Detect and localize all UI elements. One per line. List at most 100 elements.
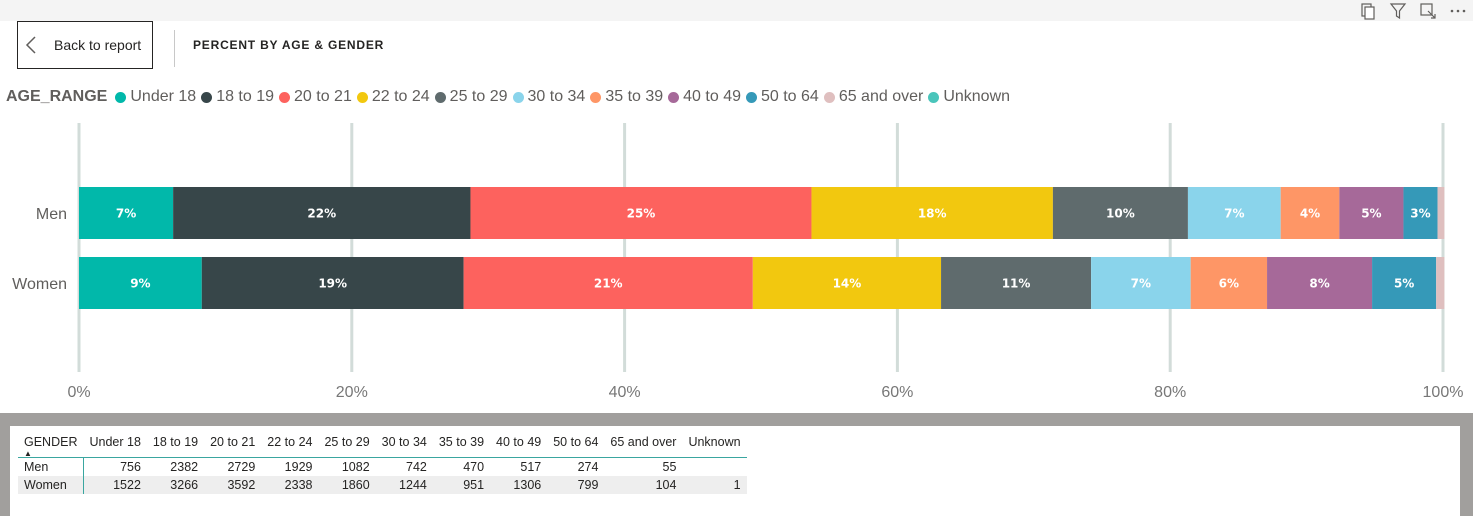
legend-item[interactable]: 18 to 19	[201, 88, 274, 106]
header-divider	[174, 30, 175, 67]
filter-icon[interactable]	[1389, 2, 1407, 20]
sort-ascending-icon[interactable]: ▲	[24, 449, 32, 458]
column-header[interactable]: 20 to 21	[210, 435, 256, 449]
bar-segment[interactable]	[941, 257, 1092, 309]
table-header-row: GENDER ▲ Under 18 18 to 19 20 to 21 22 to 24 2…	[18, 433, 747, 458]
legend-item[interactable]: 30 to 34	[512, 88, 585, 106]
data-label: 9%	[130, 277, 150, 291]
bar-segment[interactable]	[1187, 187, 1281, 239]
bar-segment[interactable]	[1372, 257, 1437, 309]
table-cell: 470	[463, 460, 485, 474]
row-header: Men	[18, 457, 84, 476]
bar-segment[interactable]	[811, 187, 1053, 239]
table-row[interactable]: Women 1522 3266 3592 2338 1860 1244 951 1306 799 1…	[18, 476, 747, 494]
legend-label: Unknown	[943, 88, 1011, 105]
data-label: 4%	[1300, 207, 1320, 221]
bar-segment[interactable]	[470, 187, 812, 239]
data-table: GENDER ▲ Under 18 18 to 19 20 to 21 22 to 24 2…	[18, 433, 747, 494]
legend-item[interactable]: 65 and over	[823, 88, 923, 106]
chevron-left-icon	[24, 35, 38, 55]
table-cell: 1306	[513, 478, 542, 492]
chart-svg: 0% 20% 40% 60% 80% 100% Men 7% 22% 25% 18% 10% 7% 4% 5…	[12, 123, 1464, 401]
column-header[interactable]: 30 to 34	[381, 435, 427, 449]
column-header[interactable]: Under 18	[89, 435, 141, 449]
legend-title: AGE_RANGE	[6, 88, 108, 105]
legend-swatch	[745, 91, 757, 103]
table-body: Men 756 2382 2729 1929 1082 742 470 517 274 55 Wome…	[18, 457, 747, 494]
legend-item[interactable]: 50 to 64	[745, 88, 819, 106]
row-header: Women	[18, 476, 84, 494]
bar-segment[interactable]	[1190, 257, 1268, 309]
x-tick-label: 60%	[881, 384, 913, 401]
legend-label: 25 to 29	[449, 88, 508, 105]
legend-swatch	[928, 91, 940, 103]
more-options-icon[interactable]	[1449, 2, 1467, 20]
legend-item[interactable]: 20 to 21	[279, 88, 352, 106]
column-header-gender[interactable]: GENDER ▲	[18, 433, 83, 458]
column-header[interactable]: 65 and over	[610, 435, 677, 449]
column-header[interactable]: 22 to 24	[267, 435, 313, 449]
bar-segment[interactable]	[173, 187, 471, 239]
column-header[interactable]: 50 to 64	[553, 435, 599, 449]
table-cell: 2338	[284, 478, 313, 492]
bar-segment[interactable]	[463, 257, 753, 309]
legend-item[interactable]: 40 to 49	[668, 88, 741, 106]
legend-item[interactable]: 25 to 29	[434, 88, 508, 106]
legend-swatch	[201, 91, 213, 103]
focus-mode-icon[interactable]	[1419, 2, 1437, 20]
legend-item[interactable]: Unknown	[928, 88, 1010, 106]
data-label: 7%	[1224, 207, 1244, 221]
x-tick-label: 80%	[1154, 384, 1186, 401]
legend-item[interactable]: 22 to 24	[356, 88, 430, 106]
legend-swatch	[356, 91, 368, 103]
stacked-bar-chart: 0% 20% 40% 60% 80% 100% Men 7% 22% 25% 18% 10% 7% 4% 5…	[0, 118, 1473, 410]
x-tick-label: 20%	[336, 384, 368, 401]
legend-label: 40 to 49	[683, 88, 741, 105]
table-cell: 55	[662, 460, 677, 474]
bar-segment[interactable]	[79, 257, 202, 309]
bar-segment[interactable]	[1280, 187, 1340, 239]
bar-segment[interactable]	[752, 257, 942, 309]
column-header[interactable]: Unknown	[688, 435, 741, 449]
bar-segment[interactable]	[1403, 187, 1438, 239]
x-tick-label: 100%	[1423, 384, 1464, 401]
column-header[interactable]: 40 to 49	[496, 435, 542, 449]
bar-segment[interactable]	[1339, 187, 1404, 239]
bar-segment[interactable]	[79, 187, 174, 239]
data-label: 11%	[1002, 277, 1031, 291]
legend-item[interactable]: 35 to 39	[590, 88, 663, 106]
copy-icon[interactable]	[1359, 2, 1377, 20]
x-tick-label: 40%	[609, 384, 641, 401]
table-cell: 3592	[227, 478, 256, 492]
column-header[interactable]: 35 to 39	[438, 435, 485, 449]
data-label: 5%	[1361, 207, 1381, 221]
data-label: 22%	[307, 207, 336, 221]
table-cell: 3266	[170, 478, 199, 492]
visual-header-strip	[0, 0, 1473, 21]
column-header[interactable]: 25 to 29	[324, 435, 370, 449]
table-cell: 799	[577, 478, 599, 492]
data-label: 19%	[318, 277, 347, 291]
category-label: Men	[36, 206, 67, 223]
bar-segment[interactable]	[1091, 257, 1191, 309]
bar-segment[interactable]	[1437, 187, 1445, 239]
table-cell: 742	[406, 460, 427, 474]
bar-segment[interactable]	[1052, 187, 1188, 239]
legend-item[interactable]: Under 18	[115, 88, 196, 106]
back-to-report-button[interactable]: Back to report	[17, 21, 153, 69]
data-label: 10%	[1106, 207, 1135, 221]
table-cell: 1929	[284, 460, 313, 474]
data-label: 6%	[1219, 277, 1239, 291]
bar-segment[interactable]	[201, 257, 464, 309]
visual-toolbar	[1359, 0, 1467, 21]
chart-legend: AGE_RANGE Under 18 18 to 19 20 to 21 22 to …	[6, 86, 1015, 108]
x-tick-label: 0%	[67, 384, 90, 401]
table-row[interactable]: Men 756 2382 2729 1929 1082 742 470 517 274 55	[18, 457, 747, 476]
column-header[interactable]: 18 to 19	[152, 435, 199, 449]
table-cell: 951	[463, 478, 485, 492]
bar-segment[interactable]	[1267, 257, 1373, 309]
data-label: 3%	[1410, 207, 1430, 221]
table-cell: 517	[520, 460, 542, 474]
gender-header-wrap: GENDER ▲	[24, 435, 77, 458]
bar-segment[interactable]	[1436, 257, 1445, 309]
